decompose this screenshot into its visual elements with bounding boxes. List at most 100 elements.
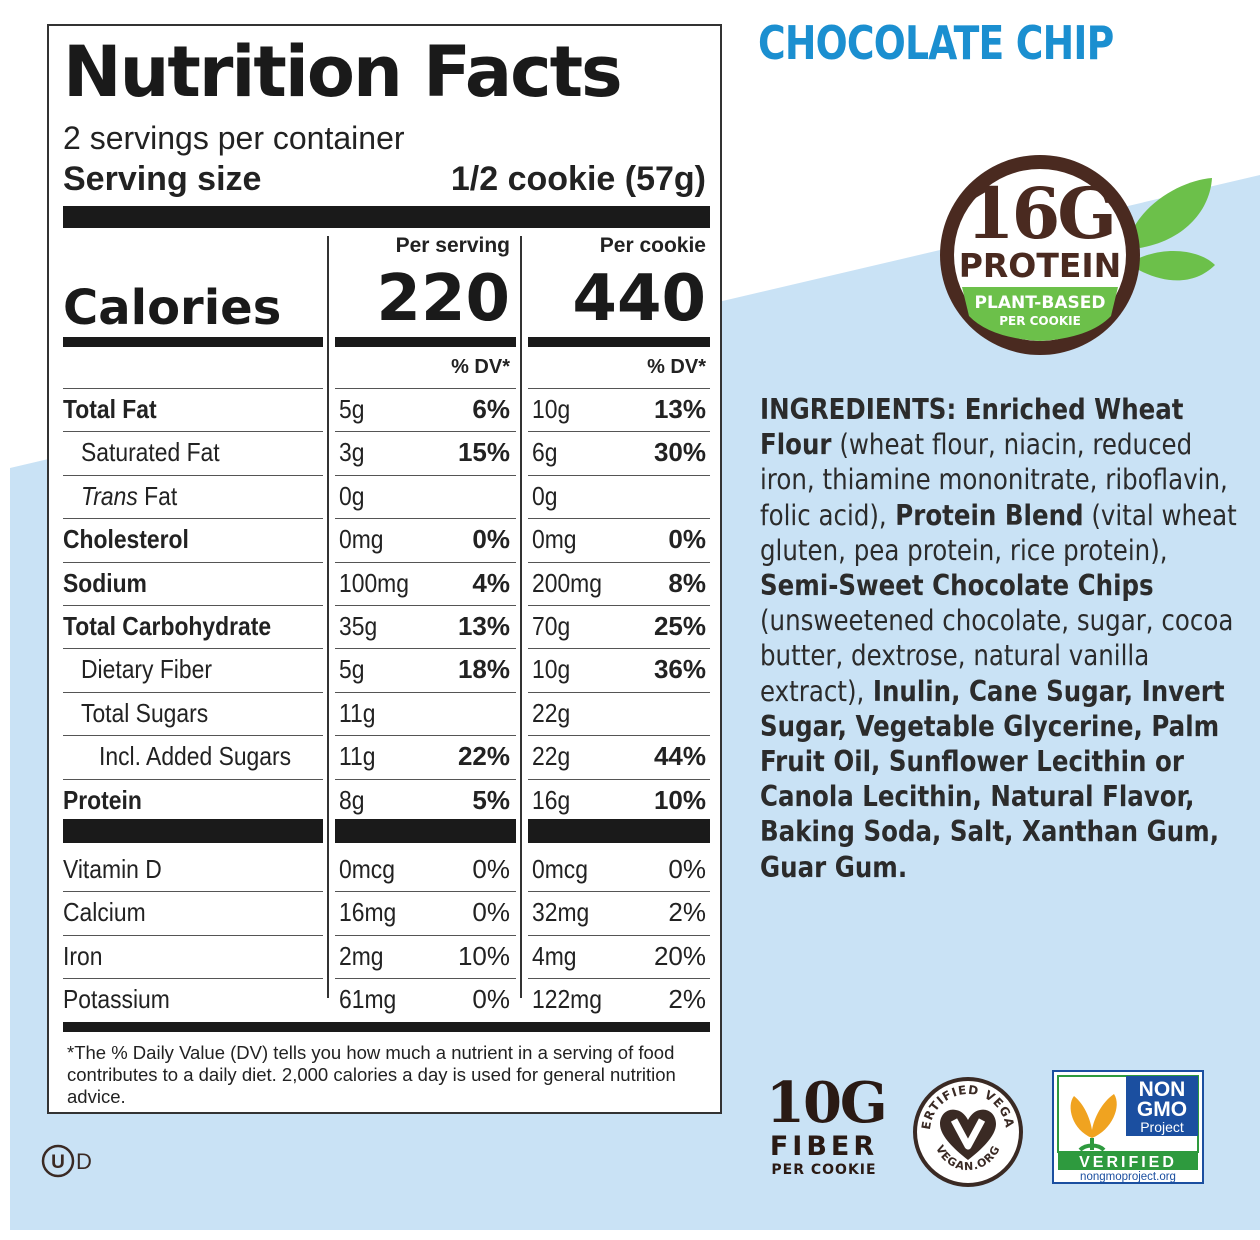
row-divider: [528, 891, 710, 893]
row-divider: [528, 978, 710, 980]
vitamin-amount: 32mg: [532, 897, 590, 928]
ingredient-detail: (vital wheat gluten, pea protein, rice p…: [760, 498, 1237, 567]
vitamin-amount: 4mg: [532, 940, 577, 971]
row-divider: [63, 605, 323, 606]
nutrient-label: Total Sugars: [81, 697, 209, 728]
protein-label: PROTEIN: [959, 246, 1122, 285]
nongmo-url: nongmoproject.org: [1080, 1171, 1176, 1183]
thick-divider: [63, 206, 710, 228]
row-divider: [63, 648, 323, 650]
vitamin-dv: 10%: [457, 940, 510, 971]
kosher-mark: U D: [40, 1143, 104, 1184]
nutrient-amount: 5g: [339, 394, 365, 424]
nutrient-amount: 0mg: [339, 524, 384, 555]
nutrient-label: Saturated Fat: [81, 437, 220, 468]
protein-amount: 16G: [966, 172, 1114, 255]
nutrient-amount: 11g: [339, 741, 376, 772]
non-gmo-verified-badge: NON GMO Project VERIFIED nongmoproject.o…: [1052, 1070, 1204, 1184]
nutrient-amount: 0g: [339, 480, 365, 511]
nutrient-dv: 22%: [457, 741, 510, 772]
row-divider: [335, 735, 516, 737]
row-divider: [335, 978, 516, 980]
column-header-per-serving: Per serving: [395, 234, 510, 257]
nutrient-label: Total Carbohydrate: [63, 611, 272, 641]
nutrient-label-rest: Fat: [137, 480, 178, 511]
nutrient-dv: 25%: [653, 611, 706, 641]
medium-divider: [528, 337, 710, 347]
nutrient-amount: 100mg: [339, 567, 409, 598]
row-divider: [335, 388, 516, 389]
butterfly-icon: [1070, 1094, 1117, 1138]
calories-label: Calories: [63, 280, 282, 336]
nutrient-dv: 0%: [472, 524, 510, 555]
row-divider: [528, 778, 710, 780]
leaf-icon: [1135, 250, 1215, 281]
nutrient-amount: 11g: [339, 697, 376, 728]
nutrient-label: Protein: [63, 784, 142, 815]
ingredients-text: INGREDIENTS: Enriched Wheat Flour (wheat…: [760, 392, 1246, 885]
vitamin-label: Calcium: [63, 897, 146, 928]
row-divider: [63, 735, 323, 737]
nutrient-label: Cholesterol: [63, 524, 189, 555]
kosher-symbol: U: [51, 1152, 65, 1173]
certified-vegan-badge: CERTIFIED VEGAN VEGAN.ORG: [910, 1074, 1023, 1187]
column-divider: [327, 236, 329, 998]
row-divider: [528, 474, 710, 476]
nutrient-amount: 5g: [339, 654, 365, 685]
row-divider: [335, 605, 516, 606]
serving-size-label: Serving size: [63, 160, 262, 198]
protein-badge: 16G PROTEIN PLANT-BASED PER COOKIE: [940, 155, 1215, 355]
ingredient-detail: (unsweetened chocolate, sugar, cocoa but…: [760, 604, 1234, 708]
nutrient-amount: 3g: [339, 437, 365, 468]
row-divider: [335, 691, 516, 693]
row-divider: [335, 518, 516, 520]
row-divider: [528, 648, 710, 650]
nutrient-dv: 5%: [472, 784, 510, 815]
protein-sub2: PER COOKIE: [999, 314, 1081, 328]
protein-sub1: PLANT-BASED: [975, 293, 1106, 313]
ingredient-bold: Inulin, Cane Sugar, Invert Sugar, Vegeta…: [760, 674, 1225, 884]
nutrient-dv: 0%: [668, 524, 706, 555]
medium-divider: [335, 337, 516, 347]
nutrient-dv: 8%: [668, 567, 706, 598]
nutrient-amount: 0g: [532, 480, 558, 511]
nutrient-amount: 200mg: [532, 567, 602, 598]
nutrient-amount: 6g: [532, 437, 558, 468]
fiber-badge: 10G FIBER PER COOKIE: [766, 1070, 888, 1178]
vitamin-dv: 0%: [472, 854, 510, 884]
nutrition-facts-title: Nutrition Facts: [63, 31, 623, 113]
nutrient-amount: 10g: [532, 394, 571, 424]
ingredients-heading: INGREDIENTS:: [760, 393, 957, 426]
vitamin-dv: 2%: [668, 897, 706, 928]
nutrient-amount: 16g: [532, 784, 571, 815]
calories-per-cookie: 440: [572, 262, 706, 336]
nutrient-amount: 35g: [339, 611, 378, 641]
nutrient-label: Total Fat: [63, 394, 157, 424]
vitamin-dv: 0%: [472, 984, 510, 1015]
row-divider: [528, 518, 710, 520]
dv-header-per-cookie: % DV*: [647, 356, 706, 378]
nutrient-amount: 0mg: [532, 524, 577, 555]
flavor-title: CHOCOLATE CHIP: [758, 16, 1114, 70]
nutrient-label: Trans Fat: [81, 481, 177, 512]
leaf-icon: [1130, 178, 1212, 248]
nutrient-amount: 70g: [532, 611, 571, 641]
nutrient-dv: 18%: [457, 654, 510, 685]
nutrient-dv: 13%: [457, 611, 510, 641]
row-divider: [63, 388, 323, 389]
nutrient-label: Incl. Added Sugars: [99, 741, 292, 772]
nongmo-verified: VERIFIED: [1079, 1154, 1177, 1171]
nutrient-dv: 36%: [653, 654, 706, 685]
nutrient-dv: 10%: [653, 784, 706, 815]
nongmo-line3: Project: [1140, 1119, 1184, 1135]
row-divider: [528, 691, 710, 693]
nongmo-line1: NON: [1139, 1078, 1186, 1101]
vitamin-amount: 122mg: [532, 984, 602, 1015]
nongmo-line2: GMO: [1137, 1098, 1187, 1121]
row-divider: [63, 561, 323, 563]
nutrient-amount: 22g: [532, 697, 571, 728]
nutrient-dv: 4%: [472, 567, 510, 598]
fiber-sub: PER COOKIE: [771, 1162, 877, 1178]
nutrient-dv: 15%: [457, 437, 510, 468]
fiber-amount: 10G: [766, 1070, 888, 1136]
